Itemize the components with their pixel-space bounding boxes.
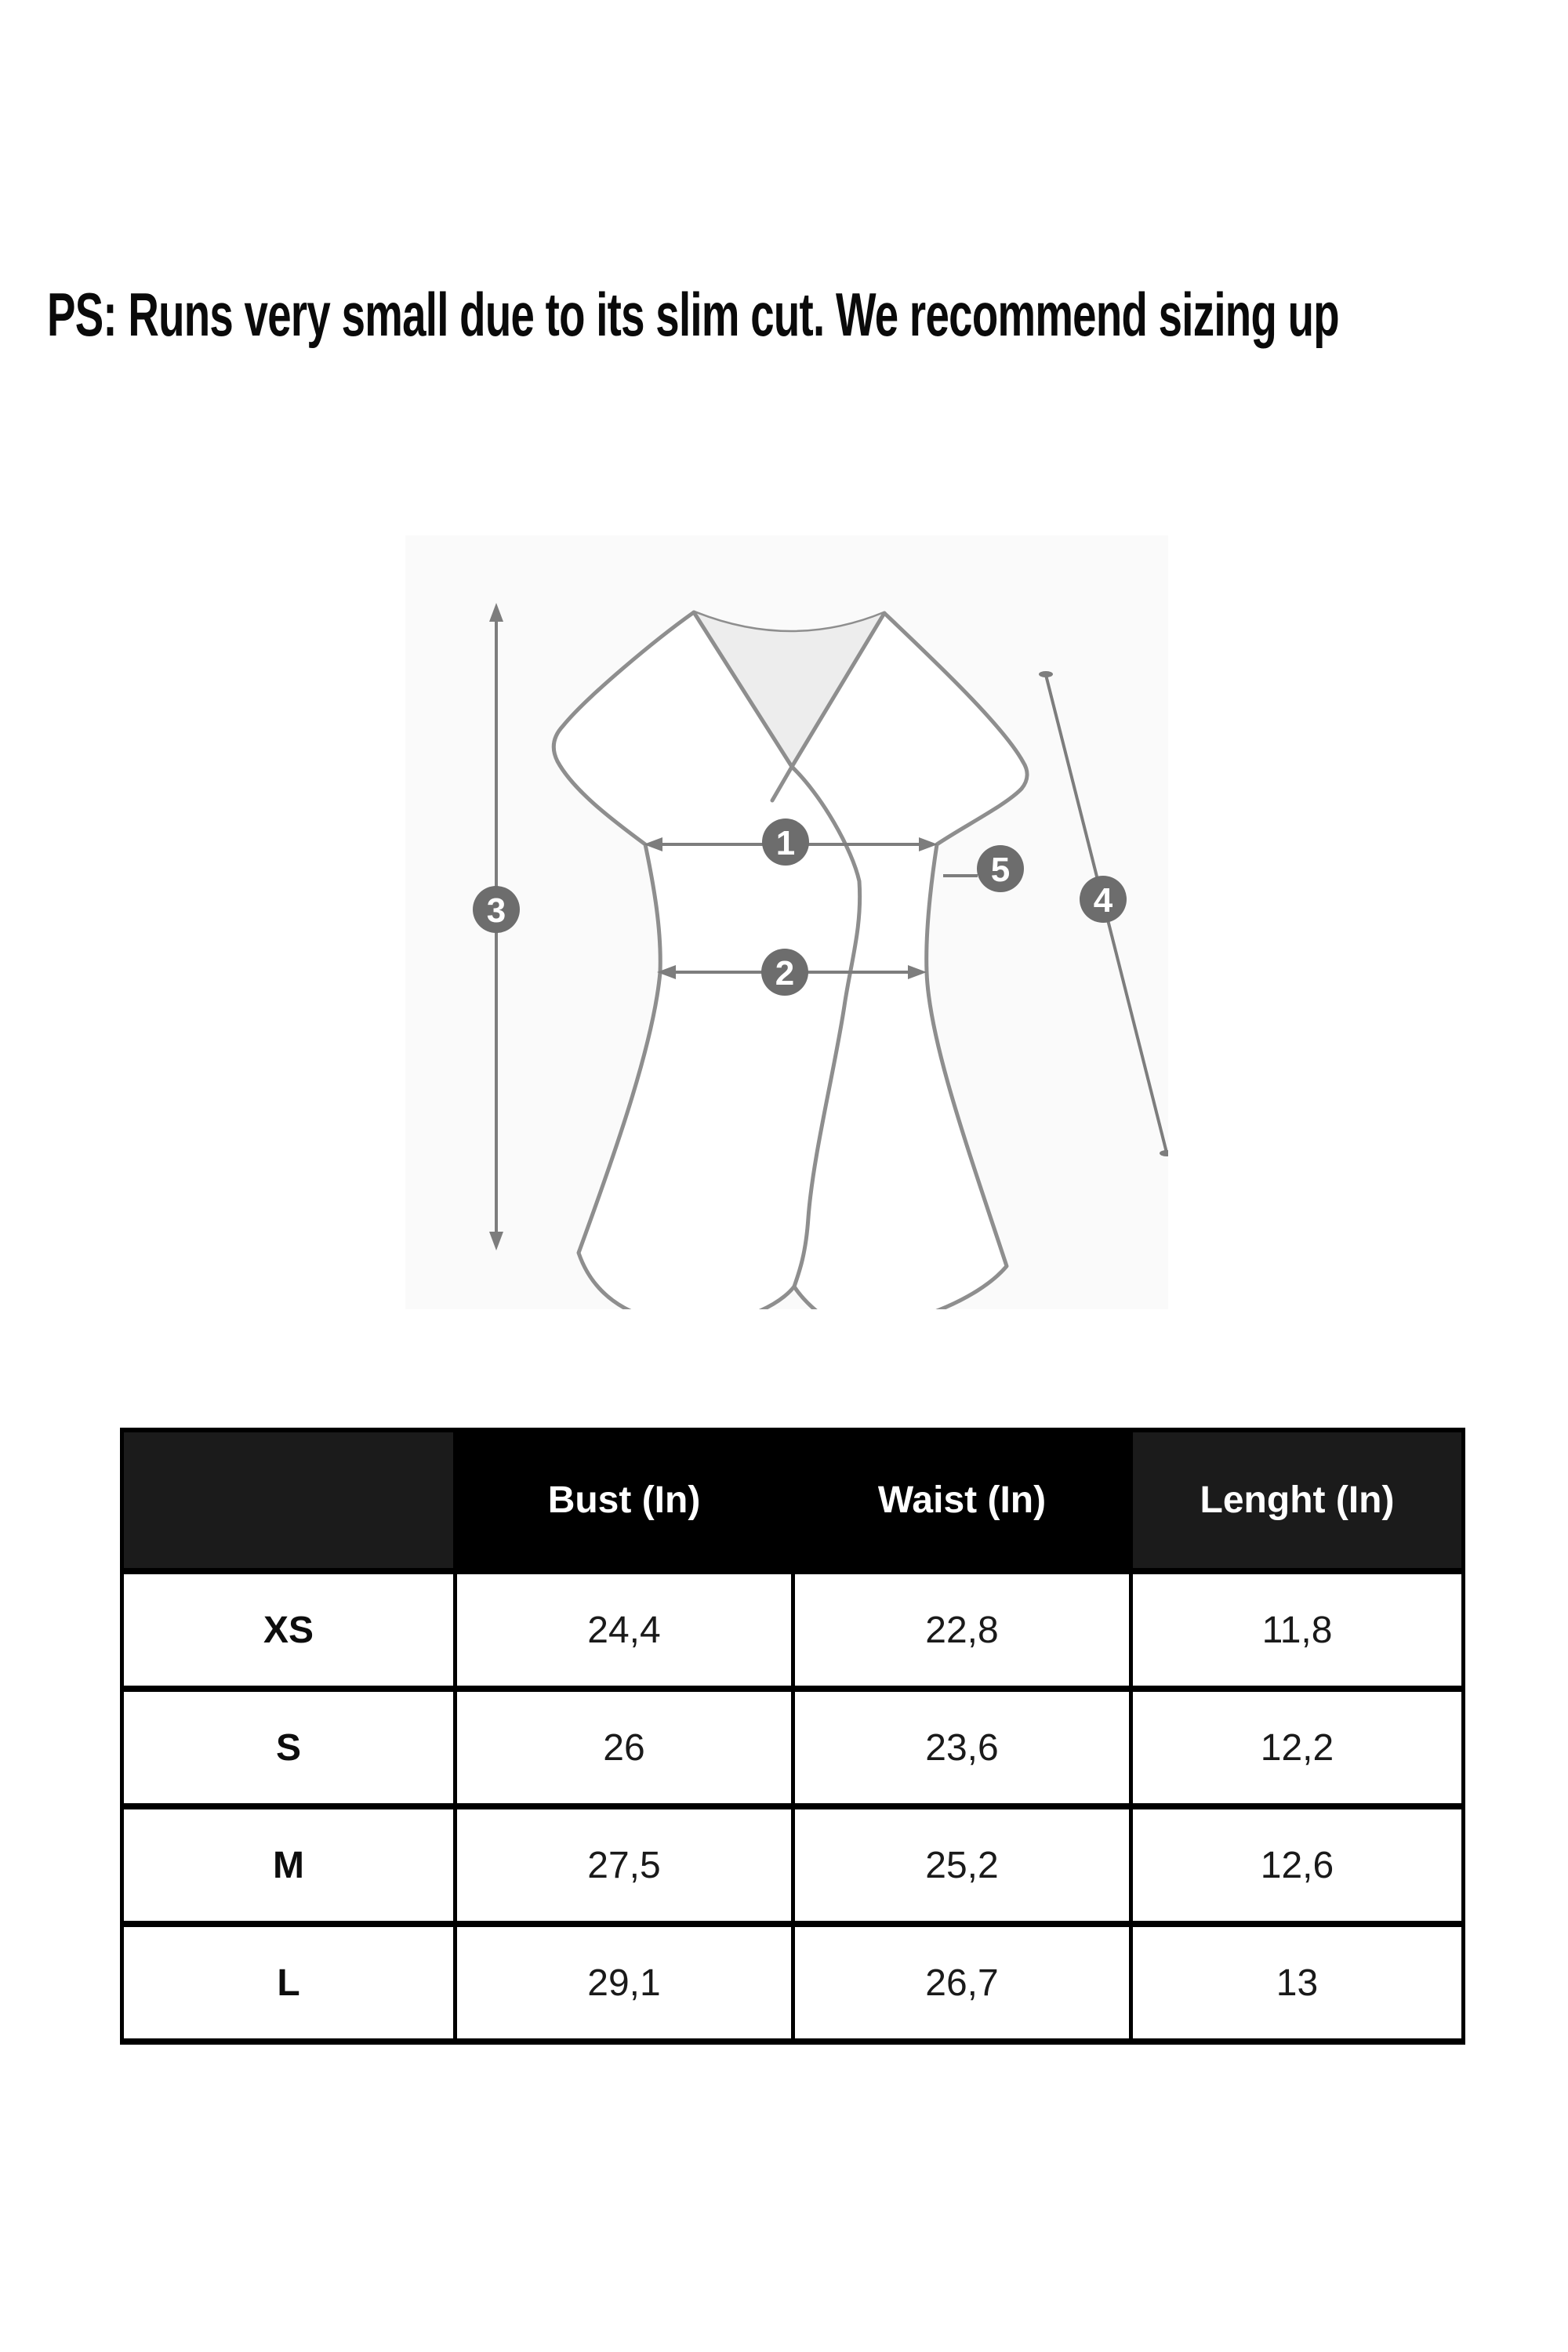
marker-label-1: 1 (776, 824, 795, 862)
length-cell: 12,2 (1129, 1686, 1465, 1809)
size-chart-table: Bust (In) Waist (In) Lenght (In) XS 24,4… (120, 1428, 1465, 2045)
table-row: S 26 23,6 12,2 (120, 1686, 1465, 1809)
marker-label-3: 3 (487, 891, 506, 930)
table-row: L 29,1 26,7 13 (120, 1921, 1465, 2045)
header-waist: Waist (In) (791, 1428, 1133, 1574)
right-lapel-line (770, 611, 887, 803)
marker-badge-1: 1 (762, 818, 809, 866)
marker-badge-2: 2 (761, 949, 808, 996)
marker-badge-5: 5 (977, 845, 1024, 892)
marker-label-4: 4 (1094, 881, 1113, 920)
front-edge-line (691, 610, 862, 1289)
neckline-fill (694, 612, 884, 767)
header-corner-cell (120, 1428, 457, 1574)
marker-badge-4: 4 (1080, 876, 1127, 923)
bust-cell: 24,4 (453, 1568, 795, 1692)
bust-cell: 26 (453, 1686, 795, 1809)
length-cell: 12,6 (1129, 1803, 1465, 1927)
size-cell: L (120, 1921, 457, 2045)
table-row: XS 24,4 22,8 11,8 (120, 1568, 1465, 1692)
length-cell: 13 (1129, 1921, 1465, 2045)
waist-cell: 23,6 (791, 1686, 1133, 1809)
garment-measurement-diagram: 1 2 3 4 5 (405, 535, 1168, 1309)
marker-label-5: 5 (991, 851, 1010, 889)
marker-label-2: 2 (775, 954, 794, 993)
bust-cell: 27,5 (453, 1803, 795, 1927)
size-cell: M (120, 1803, 457, 1927)
marker-badge-3: 3 (473, 886, 520, 933)
size-cell: XS (120, 1568, 457, 1692)
waist-cell: 22,8 (791, 1568, 1133, 1692)
sizing-note: PS: Runs very small due to its slim cut.… (47, 280, 1340, 349)
header-length: Lenght (In) (1129, 1428, 1465, 1574)
size-cell: S (120, 1686, 457, 1809)
bust-cell: 29,1 (453, 1921, 795, 2045)
garment-diagram-svg: 1 2 3 4 5 (473, 603, 1168, 1309)
header-bust: Bust (In) (453, 1428, 795, 1574)
length-cell: 11,8 (1129, 1568, 1465, 1692)
header-row: Bust (In) Waist (In) Lenght (In) (120, 1428, 1465, 1574)
size-chart: Bust (In) Waist (In) Lenght (In) XS 24,4… (120, 1428, 1465, 2045)
waist-cell: 26,7 (791, 1921, 1133, 2045)
waist-cell: 25,2 (791, 1803, 1133, 1927)
table-row: M 27,5 25,2 12,6 (120, 1803, 1465, 1927)
